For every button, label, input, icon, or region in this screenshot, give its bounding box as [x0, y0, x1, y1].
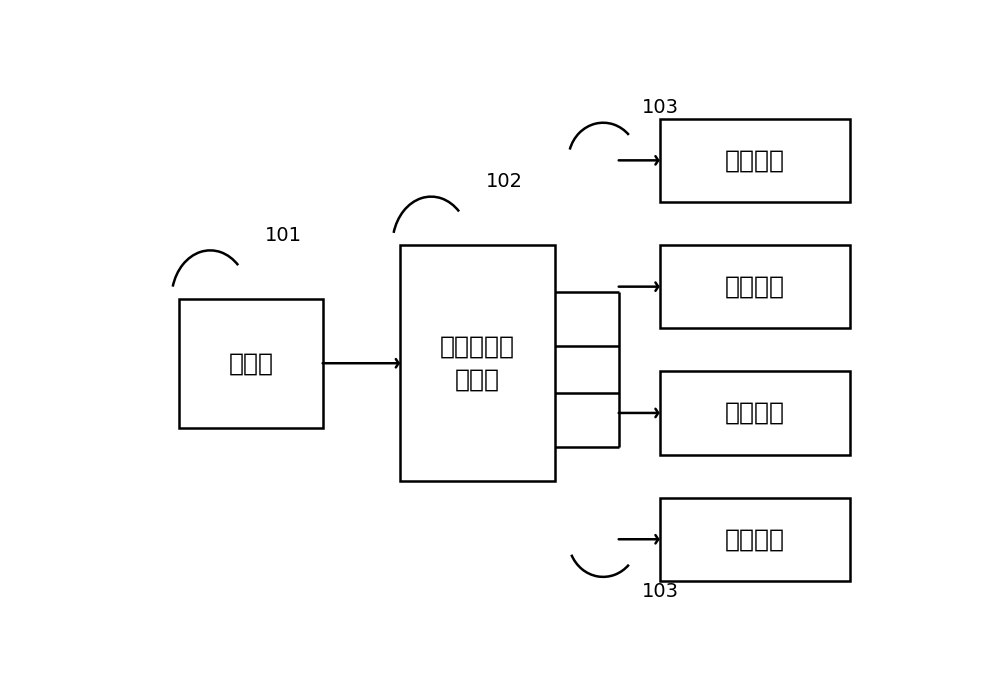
- FancyBboxPatch shape: [400, 245, 555, 482]
- Text: 102: 102: [485, 172, 522, 191]
- Text: 液压马达: 液压马达: [725, 274, 785, 299]
- FancyBboxPatch shape: [660, 119, 850, 202]
- FancyBboxPatch shape: [660, 498, 850, 581]
- Text: 发动机: 发动机: [228, 351, 273, 376]
- Text: 液压泵（驱
动泵）: 液压泵（驱 动泵）: [440, 334, 515, 392]
- Text: 103: 103: [642, 98, 679, 117]
- FancyBboxPatch shape: [660, 245, 850, 328]
- Text: 103: 103: [642, 582, 679, 601]
- FancyBboxPatch shape: [660, 371, 850, 454]
- Text: 液压马达: 液压马达: [725, 149, 785, 172]
- Text: 液压马达: 液压马达: [725, 527, 785, 551]
- Text: 101: 101: [264, 226, 302, 245]
- FancyBboxPatch shape: [179, 299, 323, 428]
- Text: 液压马达: 液压马达: [725, 401, 785, 425]
